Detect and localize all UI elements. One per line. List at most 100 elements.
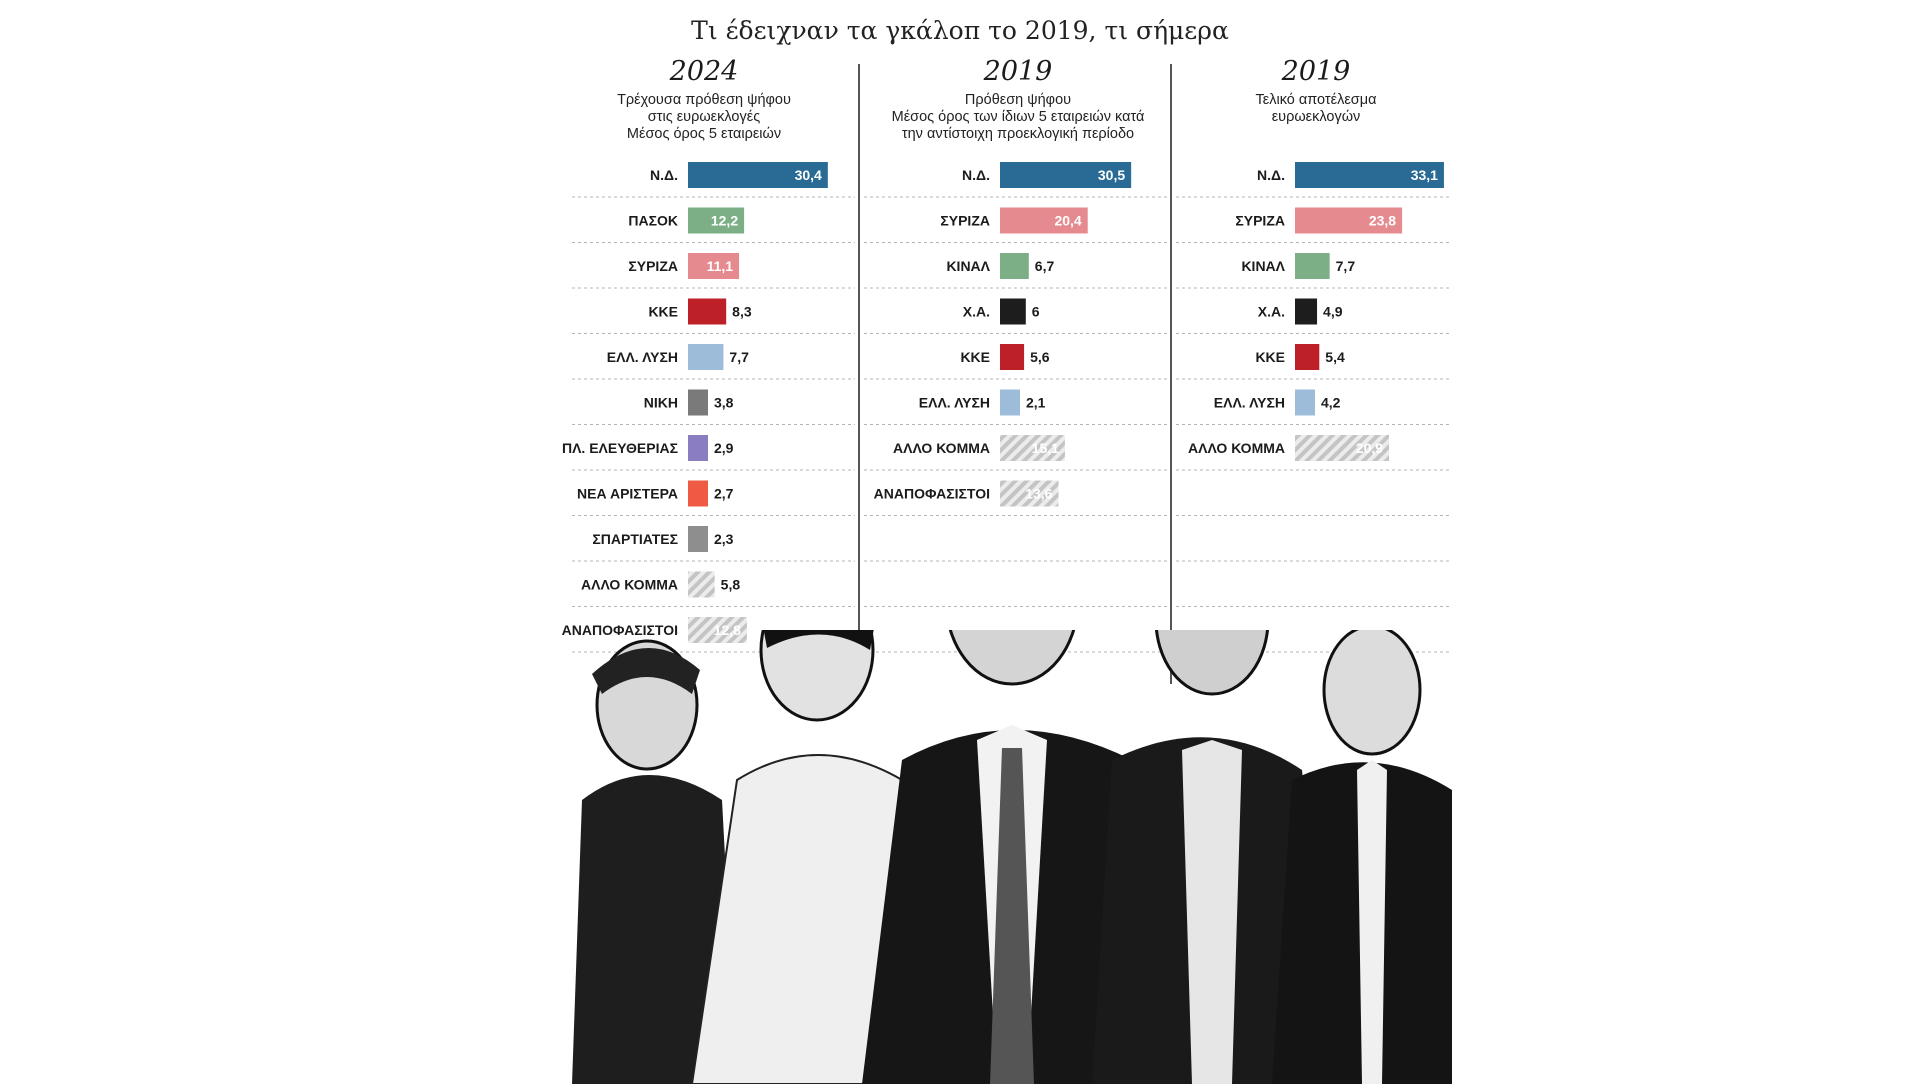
party-label: ΝΙΚΗ [644,395,678,411]
value-label: 7,7 [729,349,749,365]
value-label: 8,3 [732,304,752,320]
party-label: ΕΛΛ. ΛΥΣΗ [919,395,990,411]
panel-2-year: 2019 [983,56,1053,87]
panel-divider [1170,64,1172,684]
value-label: 30,5 [1098,167,1125,183]
value-label: 7,7 [1336,258,1356,274]
panel-1-subtitle-line: στις ευρωεκλογές [647,109,761,125]
party-label: ΑΛΛΟ ΚΟΜΜΑ [581,577,678,593]
panel-2-subtitle-line: την αντίστοιχη προεκλογική περίοδο [901,126,1135,142]
value-label: 12,2 [711,213,738,229]
party-label: ΑΝΑΠΟΦΑΣΙΣΤΟΙ [562,622,678,638]
bar [1000,253,1029,279]
panel-3-subtitle-line: Τελικό αποτέλεσμα [1255,92,1377,108]
party-label: ΑΛΛΟ ΚΟΜΜΑ [1188,440,1285,456]
value-label: 23,8 [1369,213,1396,229]
panel-1-subtitle-line: Μέσος όρος 5 εταιρειών [626,126,782,142]
bar [1295,253,1330,279]
bar [1000,389,1020,416]
party-label: Ν.Δ. [1257,167,1285,183]
party-label: ΕΛΛ. ΛΥΣΗ [1214,395,1285,411]
value-label: 6 [1032,304,1040,320]
party-label: ΝΕΑ ΑΡΙΣΤΕΡΑ [577,486,678,502]
bar [1000,298,1026,325]
bar [1000,162,1132,188]
value-label: 2,3 [714,531,734,547]
value-label: 3,8 [714,395,734,411]
politicians-photo [572,630,1452,1084]
party-label: ΚΚΕ [960,349,990,365]
bar [688,298,727,325]
value-label: 2,7 [714,486,734,502]
value-label: 5,4 [1325,349,1345,365]
party-label: ΣΥΡΙΖΑ [1235,213,1285,229]
value-label: 2,9 [714,440,734,456]
panel-3-year: 2019 [1281,56,1351,87]
value-label: 20,9 [1356,440,1383,456]
value-label: 5,8 [721,577,741,593]
politicians-illustration [572,630,1452,1084]
party-label: ΚΙΝΑΛ [1241,258,1285,274]
value-label: 11,1 [707,258,734,274]
panel-1-subtitle-line: Τρέχουσα πρόθεση ψήφου [617,92,791,108]
bar [1295,207,1403,234]
bar [1295,389,1315,416]
person-silhouette [1272,630,1452,1084]
bar [1000,207,1088,234]
value-label: 13,6 [1025,486,1052,502]
value-label: 5,6 [1030,349,1050,365]
party-label: ΚΙΝΑΛ [946,258,990,274]
bar [688,480,708,507]
infographic-title: Τι έδειχναν τα γκάλοπ το 2019, τι σήμερα [691,16,1229,45]
party-label: Ν.Δ. [650,167,678,183]
bar [688,207,745,234]
value-label: 4,2 [1321,395,1341,411]
value-label: 33,1 [1411,167,1438,183]
party-label: ΑΝΑΠΟΦΑΣΙΣΤΟΙ [874,486,990,502]
bar [688,389,708,416]
bar [688,162,828,188]
bar [688,253,740,279]
party-label: ΕΛΛ. ΛΥΣΗ [607,349,678,365]
bar [688,435,708,461]
panel-1-year: 2024 [669,56,739,87]
party-label: ΣΥΡΙΖΑ [628,258,678,274]
person-silhouette [862,630,1172,1084]
bar [688,617,747,643]
bar [1000,435,1065,461]
bar [688,526,708,552]
bar [1000,480,1059,507]
value-label: 4,9 [1323,304,1343,320]
party-label: ΣΠΑΡΤΙΑΤΕΣ [592,531,678,547]
party-label: ΚΚΕ [648,304,678,320]
bar [688,344,724,370]
party-label: Χ.Α. [963,304,990,320]
bar [1295,344,1320,370]
value-label: 15,1 [1032,440,1059,456]
party-label: ΣΥΡΙΖΑ [940,213,990,229]
bar [1000,344,1025,370]
value-label: 30,4 [795,167,822,183]
bar [1295,435,1390,461]
value-label: 2,1 [1026,395,1046,411]
party-label: ΑΛΛΟ ΚΟΜΜΑ [893,440,990,456]
party-label: ΚΚΕ [1255,349,1285,365]
person-silhouette [572,639,737,1084]
bar [1295,162,1444,188]
party-label: ΠΑΣΟΚ [628,213,678,229]
value-label: 6,7 [1035,258,1055,274]
party-label: Χ.Α. [1258,304,1285,320]
panel-2-subtitle: Πρόθεση ψήφου Μέσος όρος των ίδιων 5 ετα… [868,92,1168,143]
bar [688,571,715,598]
party-label: Ν.Δ. [962,167,990,183]
panel-divider [858,64,860,684]
value-label: 20,4 [1054,213,1081,229]
party-label: ΠΛ. ΕΛΕΥΘΕΡΙΑΣ [562,440,678,456]
panel-1-subtitle: Τρέχουσα πρόθεση ψήφου στις ευρωεκλογές … [554,92,854,143]
panel-2-subtitle-line: Μέσος όρος των ίδιων 5 εταιρειών κατά [891,109,1145,125]
bar [1295,298,1318,325]
panel-2-subtitle-line: Πρόθεση ψήφου [964,92,1072,108]
panel-3-subtitle: Τελικό αποτέλεσμα ευρωεκλογών [1166,92,1466,126]
